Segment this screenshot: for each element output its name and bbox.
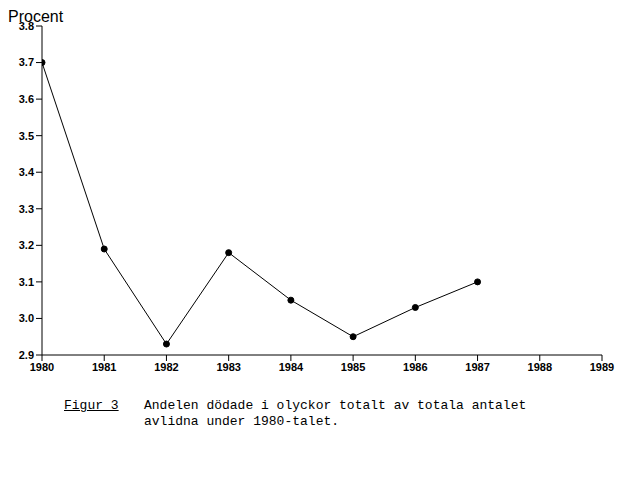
svg-text:1987: 1987: [465, 361, 489, 373]
svg-text:3.1: 3.1: [19, 276, 34, 288]
svg-text:3.7: 3.7: [19, 56, 34, 68]
svg-text:1984: 1984: [279, 361, 304, 373]
svg-text:1981: 1981: [92, 361, 116, 373]
svg-text:3.0: 3.0: [19, 312, 34, 324]
svg-text:1985: 1985: [341, 361, 365, 373]
svg-text:1988: 1988: [528, 361, 552, 373]
svg-text:1983: 1983: [216, 361, 240, 373]
svg-text:3.8: 3.8: [19, 20, 34, 32]
svg-text:3.4: 3.4: [19, 166, 35, 178]
svg-text:1980: 1980: [30, 361, 54, 373]
svg-text:3.3: 3.3: [19, 203, 34, 215]
svg-text:1989: 1989: [590, 361, 614, 373]
svg-text:3.5: 3.5: [19, 130, 34, 142]
svg-text:3.6: 3.6: [19, 93, 34, 105]
svg-text:3.2: 3.2: [19, 239, 34, 251]
svg-text:2.9: 2.9: [19, 349, 34, 361]
svg-text:1986: 1986: [403, 361, 427, 373]
svg-text:1982: 1982: [154, 361, 178, 373]
